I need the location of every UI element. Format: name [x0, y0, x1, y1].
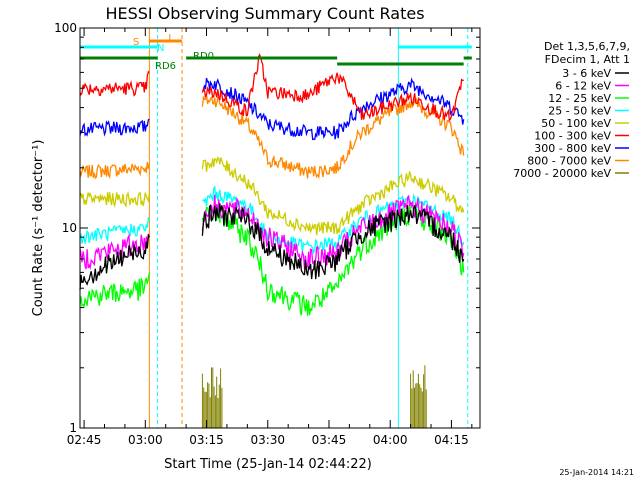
series-line-100-300keV	[79, 53, 465, 122]
x-tick-label: 04:15	[434, 433, 469, 447]
series-line-12-25keV	[79, 202, 465, 316]
legend-label: 7000 - 20000 keV	[513, 167, 611, 180]
series-line-300-800keV	[79, 77, 465, 141]
legend-label: 100 - 300 keV	[534, 130, 611, 143]
legend-label: 12 - 25 keV	[548, 92, 611, 105]
timestamp: 25-Jan-2014 14:21	[559, 468, 634, 477]
y-tick-label: 10	[62, 221, 77, 235]
y-axis-label: Count Rate (s⁻¹ detector⁻¹)	[31, 140, 46, 317]
legend-label: 3 - 6 keV	[562, 67, 611, 80]
annotation-s: S	[133, 37, 139, 48]
legend-label: 50 - 100 keV	[541, 117, 611, 130]
legend-label: 800 - 7000 keV	[527, 155, 611, 168]
annotation-n: N	[157, 43, 164, 54]
legend-label: 300 - 800 keV	[534, 142, 611, 155]
legend-label: 6 - 12 keV	[555, 80, 611, 93]
legend-header: FDecim 1, Att 1	[545, 53, 630, 66]
x-tick-label: 03:45	[312, 433, 347, 447]
x-axis-label: Start Time (25-Jan-14 02:44:22)	[164, 457, 372, 472]
x-tick-label: 03:30	[250, 433, 285, 447]
annotation-rd0: RD0	[193, 51, 214, 62]
legend-header: Det 1,3,5,6,7,9,	[544, 40, 630, 53]
x-tick-label: 03:15	[189, 433, 224, 447]
legend-label: 25 - 50 keV	[548, 105, 611, 118]
y-tick-label: 1	[69, 421, 77, 435]
y-tick-label: 100	[54, 21, 77, 35]
series-line-800-7000keV	[79, 94, 465, 180]
series-line-50-100keV	[79, 156, 465, 236]
x-tick-label: 02:45	[67, 433, 102, 447]
series-line-3-6keV	[79, 203, 465, 291]
x-tick-label: 04:00	[373, 433, 408, 447]
chart-title: HESSI Observing Summary Count Rates	[105, 4, 424, 23]
annotation-rd6: RD6	[155, 61, 176, 72]
x-tick-label: 03:00	[128, 433, 163, 447]
